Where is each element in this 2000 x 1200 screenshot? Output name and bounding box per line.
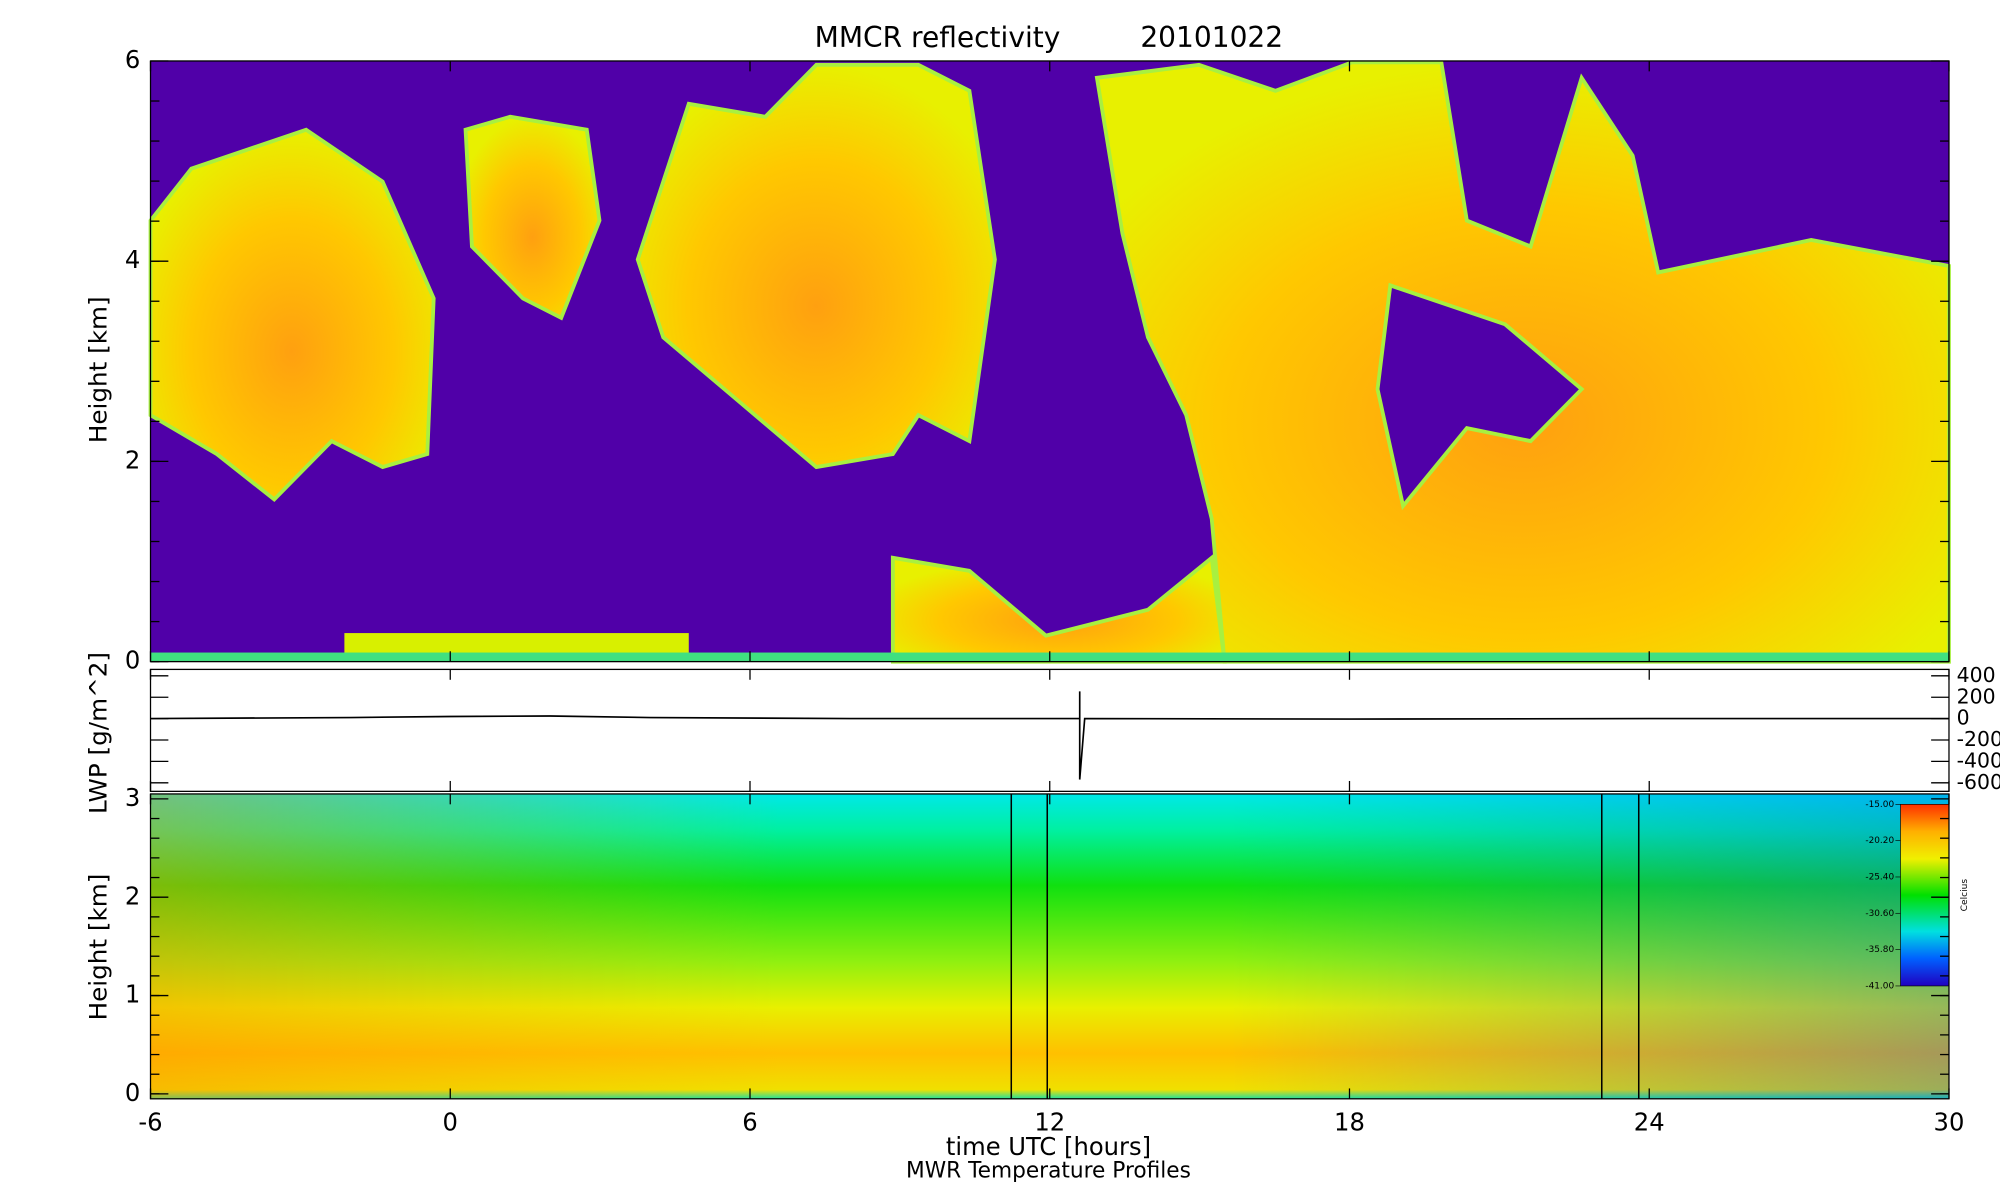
y-tick-label: 6 (125, 45, 140, 74)
temperature-field (150, 793, 1950, 1099)
colorbar-tick-label: -25.40 (1865, 872, 1894, 882)
y2-tick-label: -200 (1957, 727, 2000, 751)
colorbar-tick-label: -41.00 (1865, 981, 1894, 991)
y-tick-label: 1 (125, 979, 140, 1008)
x-tick-label: 24 (1634, 1107, 1665, 1136)
y-tick-label: 4 (125, 245, 140, 274)
x-tick-label: 0 (443, 1107, 458, 1136)
x-tick-label: -6 (138, 1107, 162, 1136)
x-tick-label: 18 (1334, 1107, 1365, 1136)
y2-tick-label: 400 (1957, 663, 1996, 687)
y-tick-label: 2 (125, 445, 140, 474)
x-axis-label: time UTC [hours] (946, 1132, 1151, 1161)
y-tick-label: 3 (125, 783, 140, 812)
colorbar-tick-label: -15.00 (1865, 800, 1894, 810)
lwp-line (150, 691, 1949, 780)
x-tick-label: 6 (742, 1107, 757, 1136)
y2-tick-label: -400 (1957, 748, 2000, 772)
reflectivity-field (148, 60, 1951, 664)
chart-title: MMCR reflectivity (815, 21, 1061, 54)
y-axis-label: LWP [g/m^2] (84, 652, 113, 814)
y2-tick-label: 0 (1957, 706, 1970, 730)
x-tick-label: 12 (1034, 1107, 1065, 1136)
colorbar-label: Celcius (1960, 879, 1970, 912)
y2-tick-label: -600 (1957, 770, 2000, 794)
y2-tick-label: 200 (1957, 684, 1996, 708)
footer: MWR Temperature Profiles (906, 1158, 1191, 1183)
colorbar-tick-label: -30.60 (1865, 909, 1894, 919)
colorbar-tick-label: -20.20 (1865, 836, 1894, 846)
y-tick-label: 0 (125, 645, 140, 674)
y-tick-label: 0 (125, 1078, 140, 1107)
colorbar-tick-label: -35.80 (1865, 945, 1894, 955)
x-tick-label: 30 (1934, 1107, 1965, 1136)
y-axis-label: Height [km] (84, 874, 113, 1021)
y-axis-label: Height [km] (84, 296, 113, 443)
chart-date: 20101022 (1140, 21, 1283, 54)
y-tick-label: 2 (125, 881, 140, 910)
